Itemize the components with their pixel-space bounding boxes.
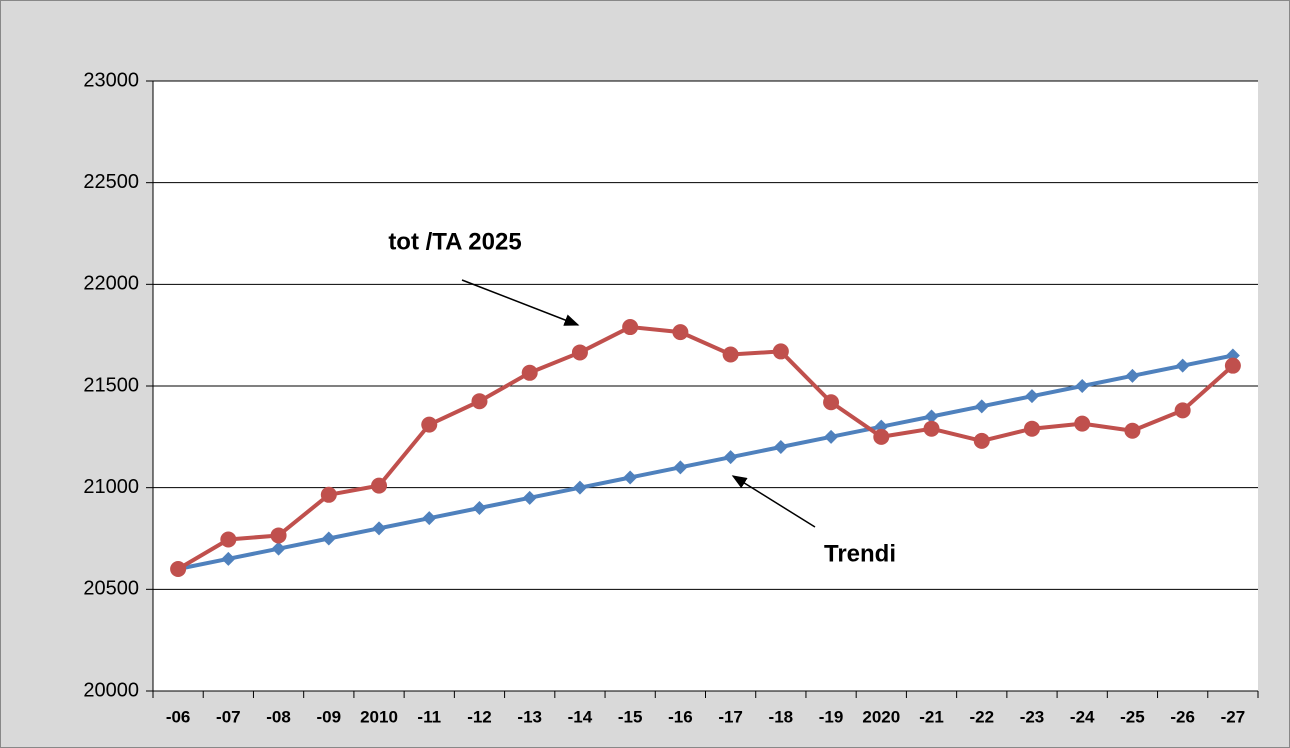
x-tick-label: -23 [1020, 707, 1045, 726]
marker [1124, 422, 1141, 439]
x-tick-label: -14 [568, 707, 593, 726]
x-tick-label: 2020 [862, 707, 900, 726]
x-tick-label: -25 [1120, 707, 1145, 726]
x-tick-label: -17 [718, 707, 743, 726]
marker [321, 531, 336, 546]
marker [923, 420, 940, 437]
marker [1224, 357, 1241, 374]
series-line [177, 325, 1235, 571]
marker [723, 450, 738, 465]
marker [673, 460, 688, 475]
marker [471, 393, 488, 410]
marker [271, 541, 286, 556]
marker [974, 399, 989, 414]
marker [472, 501, 487, 515]
marker [772, 343, 789, 360]
y-tick-label: 22000 [83, 273, 139, 295]
annotation: tot /TA 2025 [388, 228, 521, 255]
marker [1174, 402, 1191, 419]
marker [722, 346, 739, 363]
annotation-arrow [461, 279, 580, 326]
x-tick-label: -22 [969, 707, 994, 726]
marker [372, 521, 387, 536]
x-tick-label: -24 [1070, 707, 1095, 726]
y-tick-label: 23000 [83, 69, 139, 91]
marker [1024, 389, 1039, 404]
marker [170, 561, 187, 577]
marker [371, 477, 388, 494]
marker [672, 324, 689, 341]
marker [973, 432, 990, 449]
marker [824, 429, 839, 444]
marker [622, 319, 639, 336]
marker [221, 551, 236, 566]
marker [521, 364, 538, 381]
marker [571, 344, 588, 361]
x-tick-label: -06 [166, 707, 191, 726]
x-tick-label: -12 [467, 707, 492, 726]
marker [823, 394, 840, 411]
marker [1023, 420, 1040, 437]
marker [1074, 415, 1091, 432]
marker [421, 416, 438, 433]
series-line [177, 353, 1234, 571]
x-tick-label: -18 [769, 707, 794, 726]
x-tick-label: -13 [517, 707, 542, 726]
x-tick-label: -11 [417, 707, 441, 726]
marker [623, 470, 638, 485]
x-tick-label: -27 [1221, 707, 1246, 726]
y-tick-label: 20000 [83, 679, 139, 701]
marker [773, 440, 788, 454]
y-tick-label: 21500 [83, 374, 139, 396]
marker [1125, 368, 1140, 383]
x-tick-label: -16 [668, 707, 693, 726]
y-tick-label: 22500 [83, 171, 139, 193]
x-tick-label: 2010 [360, 707, 398, 726]
x-tick-label: -08 [266, 707, 291, 726]
marker [320, 486, 337, 503]
marker [1075, 379, 1090, 393]
marker [422, 511, 437, 526]
x-tick-label: -19 [819, 707, 844, 726]
marker [873, 428, 890, 445]
x-tick-label: -15 [618, 707, 643, 726]
annotation-arrow [731, 475, 816, 528]
y-tick-label: 21000 [83, 476, 139, 498]
x-tick-label: -26 [1170, 707, 1195, 726]
y-tick-label: 20500 [83, 578, 139, 600]
marker [924, 409, 939, 424]
annotation: Trendi [824, 540, 896, 567]
x-tick-label: -07 [216, 707, 241, 726]
marker [270, 527, 287, 544]
marker [572, 480, 587, 495]
marker [220, 531, 237, 548]
marker [522, 490, 537, 505]
x-tick-label: -21 [919, 707, 944, 726]
x-tick-label: -09 [317, 707, 342, 726]
marker [1175, 358, 1190, 373]
